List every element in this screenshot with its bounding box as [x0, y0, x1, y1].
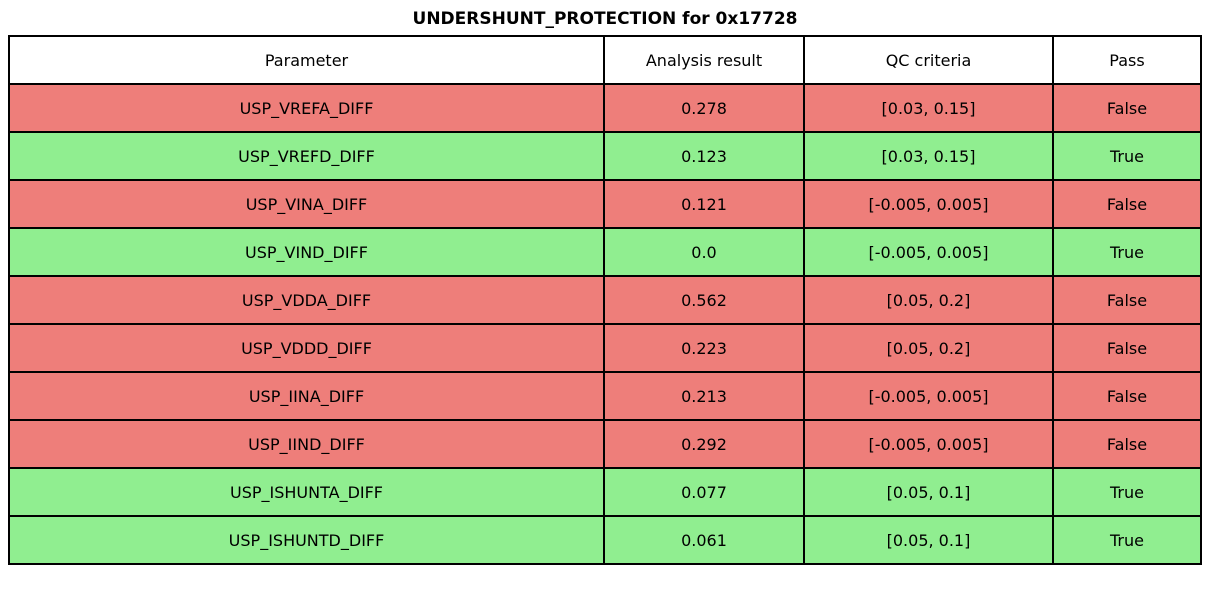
cell-analysis-result: 0.077	[603, 467, 805, 517]
column-header-qc-criteria: QC criteria	[803, 35, 1054, 85]
cell-analysis-result: 0.223	[603, 323, 805, 373]
cell-pass: False	[1052, 179, 1202, 229]
table-row: USP_VINA_DIFF 0.121 [-0.005, 0.005] Fals…	[8, 179, 1202, 229]
table-row: USP_VREFA_DIFF 0.278 [0.03, 0.15] False	[8, 83, 1202, 133]
cell-qc-criteria: [0.05, 0.1]	[803, 515, 1054, 565]
chart-title: UNDERSHUNT_PROTECTION for 0x17728	[412, 9, 798, 29]
cell-qc-criteria: [0.05, 0.2]	[803, 275, 1054, 325]
column-header-parameter: Parameter	[8, 35, 605, 85]
cell-analysis-result: 0.0	[603, 227, 805, 277]
cell-analysis-result: 0.562	[603, 275, 805, 325]
header-row: Parameter Analysis result QC criteria Pa…	[8, 35, 1202, 85]
cell-pass: False	[1052, 83, 1202, 133]
cell-analysis-result: 0.123	[603, 131, 805, 181]
cell-parameter: USP_IINA_DIFF	[8, 371, 605, 421]
table-row: USP_IINA_DIFF 0.213 [-0.005, 0.005] Fals…	[8, 371, 1202, 421]
table-row: USP_ISHUNTD_DIFF 0.061 [0.05, 0.1] True	[8, 515, 1202, 565]
cell-qc-criteria: [0.03, 0.15]	[803, 83, 1054, 133]
cell-analysis-result: 0.061	[603, 515, 805, 565]
cell-qc-criteria: [0.03, 0.15]	[803, 131, 1054, 181]
cell-pass: False	[1052, 419, 1202, 469]
cell-pass: True	[1052, 227, 1202, 277]
cell-parameter: USP_VDDD_DIFF	[8, 323, 605, 373]
cell-qc-criteria: [-0.005, 0.005]	[803, 371, 1054, 421]
cell-pass: True	[1052, 467, 1202, 517]
table-row: USP_ISHUNTA_DIFF 0.077 [0.05, 0.1] True	[8, 467, 1202, 517]
cell-parameter: USP_ISHUNTA_DIFF	[8, 467, 605, 517]
table-row: USP_VIND_DIFF 0.0 [-0.005, 0.005] True	[8, 227, 1202, 277]
column-header-analysis-result: Analysis result	[603, 35, 805, 85]
cell-analysis-result: 0.292	[603, 419, 805, 469]
table-row: USP_VDDD_DIFF 0.223 [0.05, 0.2] False	[8, 323, 1202, 373]
cell-analysis-result: 0.213	[603, 371, 805, 421]
table-row: USP_IIND_DIFF 0.292 [-0.005, 0.005] Fals…	[8, 419, 1202, 469]
cell-parameter: USP_VINA_DIFF	[8, 179, 605, 229]
cell-qc-criteria: [0.05, 0.1]	[803, 467, 1054, 517]
column-header-pass: Pass	[1052, 35, 1202, 85]
cell-parameter: USP_VREFA_DIFF	[8, 83, 605, 133]
cell-parameter: USP_ISHUNTD_DIFF	[8, 515, 605, 565]
cell-parameter: USP_VDDA_DIFF	[8, 275, 605, 325]
cell-parameter: USP_IIND_DIFF	[8, 419, 605, 469]
cell-analysis-result: 0.278	[603, 83, 805, 133]
table-row: USP_VREFD_DIFF 0.123 [0.03, 0.15] True	[8, 131, 1202, 181]
cell-pass: True	[1052, 515, 1202, 565]
cell-analysis-result: 0.121	[603, 179, 805, 229]
cell-pass: False	[1052, 323, 1202, 373]
cell-pass: False	[1052, 371, 1202, 421]
qc-results-table: Parameter Analysis result QC criteria Pa…	[8, 35, 1202, 565]
cell-qc-criteria: [-0.005, 0.005]	[803, 419, 1054, 469]
cell-parameter: USP_VIND_DIFF	[8, 227, 605, 277]
cell-qc-criteria: [-0.005, 0.005]	[803, 227, 1054, 277]
table-row: USP_VDDA_DIFF 0.562 [0.05, 0.2] False	[8, 275, 1202, 325]
cell-parameter: USP_VREFD_DIFF	[8, 131, 605, 181]
cell-pass: True	[1052, 131, 1202, 181]
cell-qc-criteria: [0.05, 0.2]	[803, 323, 1054, 373]
cell-pass: False	[1052, 275, 1202, 325]
cell-qc-criteria: [-0.005, 0.005]	[803, 179, 1054, 229]
